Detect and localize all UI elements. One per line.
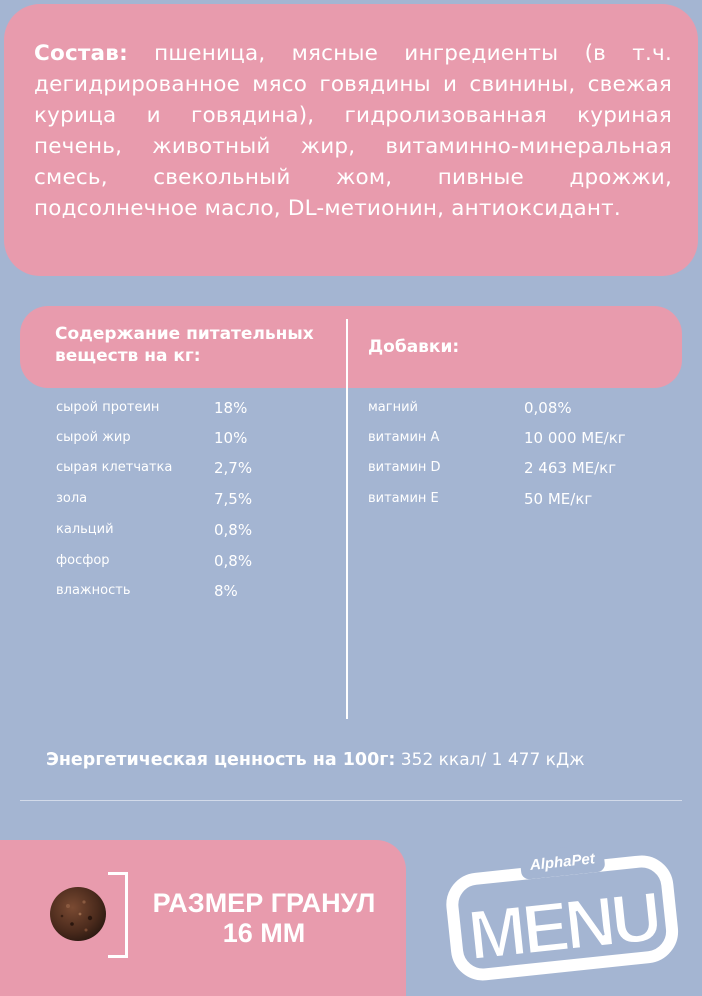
additive-value: 2 463 МЕ/кг: [524, 459, 617, 477]
additive-name: магний: [368, 400, 419, 415]
nutrient-value: 10%: [214, 429, 248, 447]
additive-name: витамин D: [368, 460, 441, 475]
nutrient-row: зола 7,5%: [56, 489, 316, 509]
nutrient-row: сырой протеин 18%: [56, 398, 316, 418]
additive-name: витамин Е: [368, 491, 439, 506]
energy-value-line: Энергетическая ценность на 100г: 352 кка…: [46, 750, 585, 770]
additive-row: витамин Е 50 МЕ/кг: [368, 489, 678, 509]
granule-size-bracket: [108, 872, 128, 958]
nutrient-name: влажность: [56, 583, 131, 598]
nutrients-title-line2: веществ на кг:: [55, 346, 201, 366]
nutrient-value: 7,5%: [214, 490, 253, 508]
nutrient-name: фосфор: [56, 553, 110, 568]
nutrient-name: зола: [56, 491, 88, 506]
nutrient-row: кальций 0,8%: [56, 520, 316, 540]
nutrients-title-line1: Содержание питательных: [55, 324, 314, 344]
nutrients-title: Содержание питательных веществ на кг:: [55, 323, 355, 367]
composition-ingredients: пшеница, мясные ингредиенты (в т.ч. деги…: [34, 41, 672, 221]
additive-name: витамин А: [368, 430, 440, 445]
composition-label: Состав:: [34, 41, 128, 66]
alphapet-menu-logo: AlphaPet MENU: [446, 844, 679, 981]
additive-row: витамин D 2 463 МЕ/кг: [368, 458, 678, 478]
nutrient-row: фосфор 0,8%: [56, 551, 316, 571]
granule-size-line2: 16 ММ: [222, 918, 306, 948]
nutrients-header: Содержание питательных веществ на кг: До…: [20, 306, 682, 388]
energy-divider: [20, 800, 682, 801]
nutrient-row: влажность 8%: [56, 581, 316, 601]
granule-size-text: РАЗМЕР ГРАНУЛ 16 ММ: [142, 888, 386, 948]
nutrient-value: 2,7%: [214, 459, 253, 477]
energy-value: 352 ккал/ 1 477 кДж: [395, 750, 585, 770]
additive-row: магний 0,08%: [368, 398, 678, 418]
additives-title: Добавки:: [368, 337, 460, 357]
additive-value: 50 МЕ/кг: [524, 490, 593, 508]
granule-image: [50, 887, 106, 941]
composition-text: Состав: пшеница, мясные ингредиенты (в т…: [34, 38, 672, 224]
nutrient-name: сырой протеин: [56, 400, 160, 415]
energy-label: Энергетическая ценность на 100г:: [46, 750, 396, 770]
nutrient-value: 0,8%: [214, 552, 253, 570]
logo-brand: AlphaPet: [528, 850, 596, 874]
nutrient-value: 0,8%: [214, 521, 253, 539]
nutrient-name: кальций: [56, 522, 114, 537]
nutrient-name: сырая клетчатка: [56, 460, 173, 475]
additive-value: 0,08%: [524, 399, 572, 417]
additive-value: 10 000 МЕ/кг: [524, 429, 626, 447]
nutrient-value: 18%: [214, 399, 248, 417]
additive-row: витамин А 10 000 МЕ/кг: [368, 428, 678, 448]
composition-panel: Состав: пшеница, мясные ингредиенты (в т…: [4, 4, 698, 276]
column-divider: [346, 319, 348, 719]
nutrient-value: 8%: [214, 582, 238, 600]
nutrient-row: сырой жир 10%: [56, 428, 316, 448]
nutrient-name: сырой жир: [56, 430, 131, 445]
nutrient-row: сырая клетчатка 2,7%: [56, 458, 316, 478]
granule-size-line1: РАЗМЕР ГРАНУЛ: [152, 888, 376, 918]
